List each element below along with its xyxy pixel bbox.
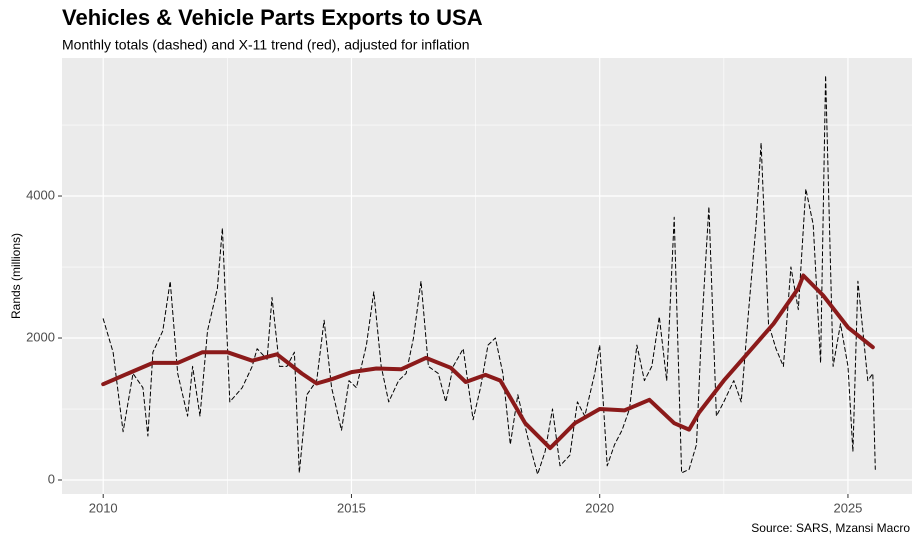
- plot-panel: [62, 58, 912, 494]
- trend-line: [101, 273, 875, 451]
- x-tick-label: 2020: [585, 500, 614, 515]
- caption: Source: SARS, Mzansi Macro: [751, 521, 910, 535]
- chart-subtitle: Monthly totals (dashed) and X-11 trend (…: [62, 37, 470, 53]
- chart-title: Vehicles & Vehicle Parts Exports to USA: [62, 5, 483, 30]
- y-tick-label: 0: [48, 471, 55, 486]
- x-tick-label: 2025: [833, 500, 862, 515]
- x-tick-label: 2015: [337, 500, 366, 515]
- monthly-line: [102, 74, 876, 475]
- y-tick-label: 4000: [26, 187, 55, 202]
- y-axis-label: Rands (millions): [9, 233, 23, 319]
- y-tick-label: 2000: [26, 329, 55, 344]
- x-tick-label: 2010: [89, 500, 118, 515]
